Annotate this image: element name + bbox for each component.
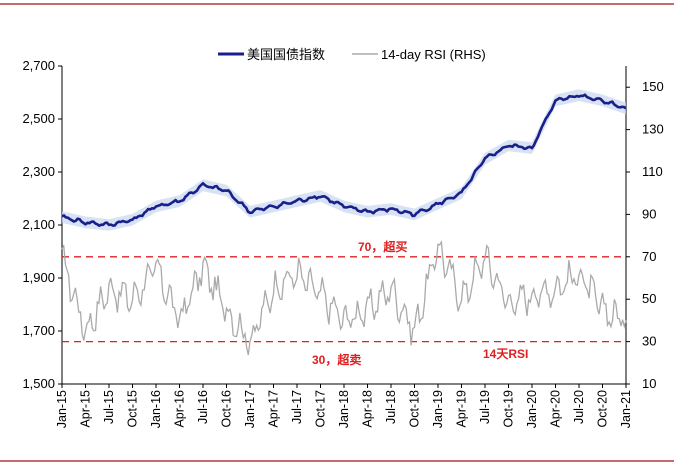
right-tick-label: 110 [642, 164, 663, 179]
right-tick-label: 130 [642, 122, 664, 137]
x-tick-label: Jul-20 [572, 390, 586, 424]
x-tick-label: Apr-15 [79, 390, 93, 428]
x-tick-label: Jan-18 [337, 390, 351, 428]
x-tick-label: Oct-17 [314, 390, 328, 428]
x-tick-label: Oct-18 [408, 390, 422, 428]
annotations: 70，超买 30，超卖 14天RSI [312, 239, 528, 367]
treasury-index-line [61, 93, 627, 227]
x-tick-label: Jul-19 [478, 390, 492, 424]
left-tick-label: 1,700 [22, 323, 55, 338]
x-tick-label: Jul-16 [196, 390, 210, 424]
x-tick-label: Jan-15 [55, 390, 69, 428]
x-tick-label: Jan-19 [431, 390, 445, 428]
x-tick-label: Oct-15 [126, 390, 140, 428]
x-tick-label: Jan-16 [149, 390, 163, 428]
x-tick-label: Jul-18 [384, 390, 398, 424]
reference-lines [62, 256, 626, 343]
legend-label-treasury: 美国国债指数 [247, 47, 325, 62]
x-tick-label: Apr-19 [455, 390, 469, 428]
legend-label-rsi: 14-day RSI (RHS) [381, 47, 486, 62]
overbought-label: 70，超买 [358, 239, 407, 254]
oversold-label: 30，超卖 [312, 352, 361, 367]
legend: 美国国债指数 14-day RSI (RHS) [218, 47, 486, 62]
x-tick-label: Apr-17 [267, 390, 281, 428]
x-tick-label: Jul-15 [102, 390, 116, 424]
x-tick-label: Apr-18 [361, 390, 375, 428]
right-tick-label: 70 [642, 249, 656, 264]
axes: 1,500 1,700 1,900 2,100 2,300 2,500 2,700 10 30 5… [22, 58, 663, 428]
left-tick-label: 2,300 [22, 164, 55, 179]
left-tick-label: 2,100 [22, 217, 55, 232]
x-tick-label: Apr-16 [173, 390, 187, 428]
x-tick-label: Jul-17 [290, 390, 304, 424]
series-lines [61, 93, 627, 356]
x-tick-label: Jan-20 [525, 390, 539, 428]
x-tick-label: Apr-20 [549, 390, 563, 428]
x-tick-label: Jan-21 [619, 390, 633, 428]
treasury-band [62, 89, 626, 231]
rsi-line [61, 240, 627, 356]
x-tick-label: Oct-20 [596, 390, 610, 428]
right-tick-label: 90 [642, 206, 656, 221]
treasury-band-area [62, 89, 626, 231]
x-tick-label: Oct-16 [220, 390, 234, 428]
left-tick-label: 2,500 [22, 111, 55, 126]
right-tick-label: 150 [642, 79, 664, 94]
right-tick-label: 30 [642, 334, 656, 349]
left-tick-label: 1,500 [22, 376, 55, 391]
rsi-annotation: 14天RSI [483, 347, 528, 361]
x-tick-label: Oct-19 [502, 390, 516, 428]
right-tick-label: 50 [642, 291, 656, 306]
left-tick-label: 1,900 [22, 270, 55, 285]
right-tick-label: 10 [642, 376, 656, 391]
x-tick-label: Jan-17 [243, 390, 257, 428]
left-tick-label: 2,700 [22, 58, 55, 73]
